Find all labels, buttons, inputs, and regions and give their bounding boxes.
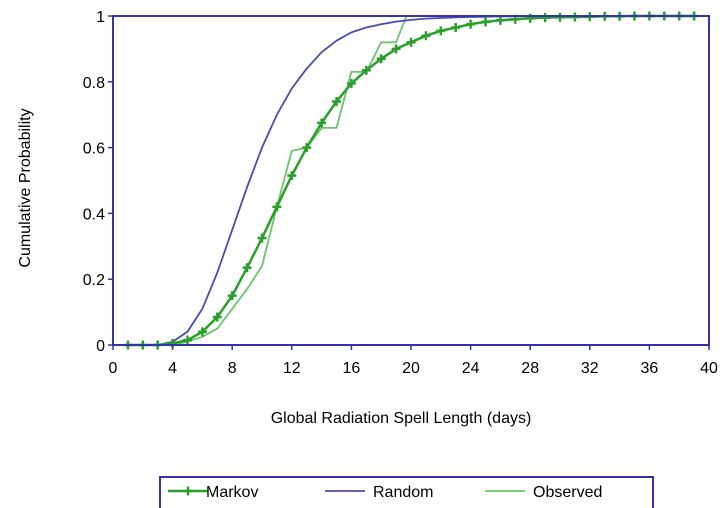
x-tick-label: 12 <box>283 360 301 377</box>
data-point-markov <box>287 171 297 181</box>
y-tick-label: 0.4 <box>83 206 105 223</box>
plot-frame <box>112 15 710 346</box>
legend-item-random: Random <box>325 484 433 501</box>
x-tick-label: 24 <box>462 360 480 377</box>
data-point-markov <box>272 202 282 212</box>
y-tick-label: 0.6 <box>83 141 105 158</box>
data-point-markov <box>212 312 222 322</box>
legend-item-observed: Observed <box>485 484 602 501</box>
x-tick-label: 4 <box>168 360 177 377</box>
data-point-markov <box>227 291 237 301</box>
legend-label-observed: Observed <box>533 484 602 501</box>
data-point-markov <box>406 37 416 47</box>
data-point-markov <box>436 26 446 36</box>
y-axis-title: Cumulative Probability <box>17 108 34 267</box>
series-line-observed <box>127 15 411 346</box>
data-point-markov <box>495 15 505 25</box>
data-point-markov <box>332 97 341 107</box>
x-tick-label: 28 <box>521 360 539 377</box>
series-line-random <box>127 15 709 346</box>
x-tick-label: 16 <box>343 360 361 377</box>
legend: Markov Random Observed <box>159 476 654 508</box>
x-axis-title: Global Radiation Spell Length (days) <box>271 410 532 427</box>
data-point-markov <box>466 19 476 29</box>
x-tick-label: 32 <box>581 360 599 377</box>
data-point-markov <box>391 44 401 54</box>
data-point-markov <box>197 327 207 337</box>
x-tick-label: 36 <box>641 360 659 377</box>
y-tick-label: 0 <box>96 338 105 355</box>
data-point-markov <box>346 78 356 88</box>
y-axis: 0 0.2 0.4 0.6 0.8 1 <box>83 9 113 355</box>
legend-label-random: Random <box>373 484 433 501</box>
data-point-markov <box>183 335 192 345</box>
x-tick-label: 40 <box>700 360 718 377</box>
data-point-markov <box>302 143 312 153</box>
series-line-markov <box>127 14 695 347</box>
data-point-markov <box>317 118 327 128</box>
plot-series <box>123 11 709 350</box>
data-point-markov <box>242 263 252 273</box>
data-point-markov <box>361 65 371 75</box>
x-tick-label: 20 <box>402 360 420 377</box>
x-tick-label: 0 <box>109 360 118 377</box>
data-point-markov <box>555 12 565 22</box>
legend-box <box>159 476 654 508</box>
y-tick-label: 0.8 <box>83 75 105 92</box>
y-tick-label: 1 <box>96 9 105 26</box>
legend-label-markov: Markov <box>206 484 258 501</box>
data-point-markov <box>451 23 461 33</box>
data-point-markov <box>421 31 431 41</box>
data-point-markov <box>540 13 550 23</box>
y-tick-label: 0.2 <box>83 272 105 289</box>
data-point-markov <box>481 17 490 27</box>
x-axis: 0 4 8 12 16 20 24 28 32 36 40 <box>109 345 718 377</box>
data-point-markov <box>257 233 267 243</box>
legend-item-markov: Markov <box>168 484 258 501</box>
x-tick-label: 8 <box>228 360 237 377</box>
data-point-markov <box>376 54 386 64</box>
